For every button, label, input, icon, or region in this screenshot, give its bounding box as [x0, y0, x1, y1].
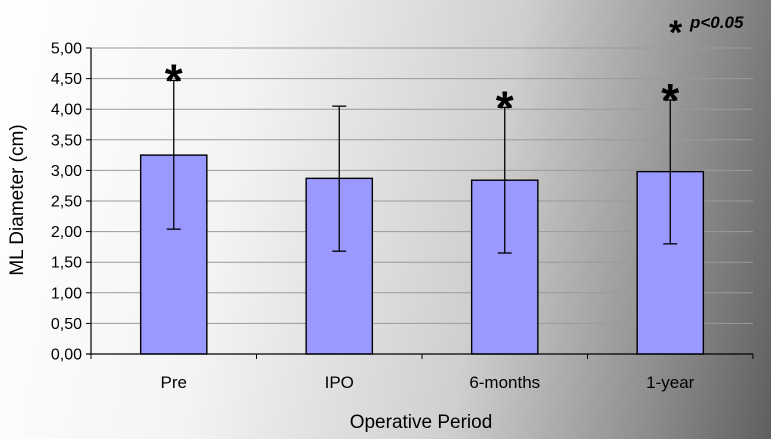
y-tick-label: 3,00: [51, 163, 82, 180]
significance-markers: * * *: [165, 54, 680, 133]
x-tick-label: 6-months: [469, 373, 540, 392]
y-tick-label: 4,50: [51, 71, 82, 88]
legend-asterisk: *: [669, 14, 683, 52]
error-bars: [166, 79, 678, 254]
y-tick-label: 4,00: [51, 102, 82, 119]
y-tick-label: 3,50: [51, 132, 82, 149]
x-tick-label: IPO: [325, 373, 354, 392]
y-tick-label: 1,00: [51, 285, 82, 302]
tick-labels: 0,00 0,50 1,00 1,50 2,00 2,50 3,00 3,50 4,00 4,50…: [51, 41, 754, 392]
y-tick-label: 0,50: [51, 316, 82, 333]
y-tick-label: 2,50: [51, 194, 82, 211]
significance-asterisk: *: [165, 54, 183, 106]
y-tick-label: 5,00: [51, 41, 82, 58]
significance-legend: * p<0.05: [669, 13, 744, 52]
y-tick-label: 0,00: [51, 347, 82, 364]
bars: [139, 154, 705, 355]
y-tick-label: 2,00: [51, 224, 82, 241]
significance-asterisk: *: [496, 81, 514, 133]
y-axis-title: ML Diameter (cm): [7, 124, 28, 275]
y-tick-label: 1,50: [51, 255, 82, 272]
significance-asterisk: *: [661, 74, 679, 126]
x-axis-title: Operative Period: [350, 412, 493, 433]
x-tick-label: Pre: [161, 373, 187, 392]
legend-p-value-text: p<0.05: [689, 13, 744, 32]
x-tick-label: 1-year: [646, 373, 695, 392]
